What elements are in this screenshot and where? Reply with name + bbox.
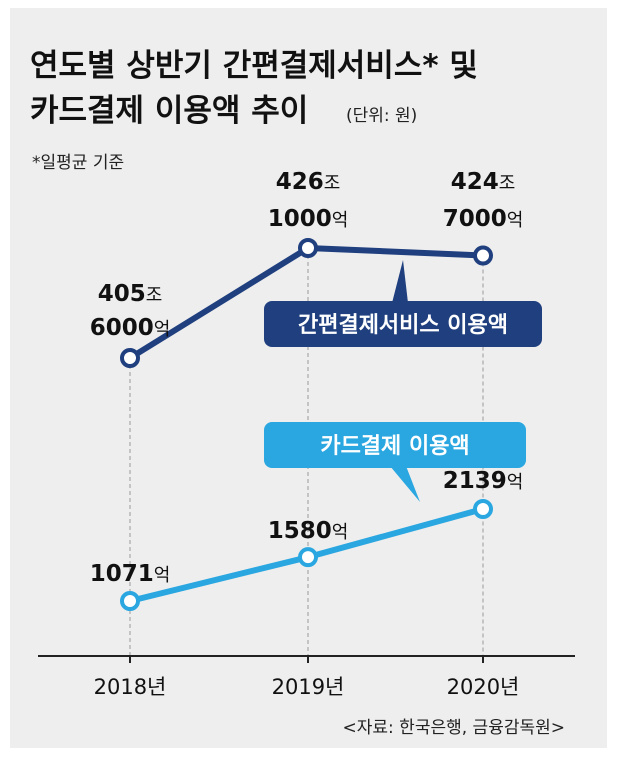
card-payment-series-name: 카드결제 이용액 <box>320 434 469 459</box>
simple-payment-value-label: 426조 <box>276 169 341 195</box>
card-payment-callout-box <box>264 422 526 468</box>
card-payment-value-label: 2139억 <box>443 468 524 494</box>
chart-unit: (단위: 원) <box>346 106 417 126</box>
simple-payment-point <box>298 238 318 258</box>
card-payment-value-label: 1580억 <box>268 518 349 544</box>
simple-payment-callout-box <box>264 301 542 347</box>
x-tick-label: 2019년 <box>272 675 345 699</box>
chart-title-line2: 카드결제 이용액 추이 <box>30 93 308 129</box>
card-payment-point <box>298 547 318 568</box>
simple-payment-value-label: 424조 <box>451 169 516 195</box>
x-axis: 2018년 2019년 2020년 <box>38 655 575 699</box>
x-tick-label: 2020년 <box>447 675 520 699</box>
simple-payment-point <box>473 245 493 266</box>
card-payment-point <box>473 499 493 519</box>
simple-payment-callout-tail <box>392 260 408 303</box>
simple-payment-point <box>120 348 140 368</box>
chart-source: <자료: 한국은행, 금융감독원> <box>343 718 565 738</box>
series-lines <box>120 238 493 611</box>
data-labels: 405조 6000억 426조 1000억 424조 7000억 1071억 1580억 213… <box>90 169 524 587</box>
simple-payment-value-label: 7000억 <box>443 206 524 232</box>
card-payment-point <box>120 591 140 611</box>
chart-footnote: *일평균 기준 <box>32 153 124 173</box>
simple-payment-series-name: 간편결제서비스 이용액 <box>298 313 508 338</box>
card-payment-value-label: 1071억 <box>90 561 171 587</box>
simple-payment-value-label: 6000억 <box>90 315 171 341</box>
card-payment-callout-tail <box>390 466 420 502</box>
chart-canvas: 연도별 상반기 간편결제서비스* 및 카드결제 이용액 추이 (단위: 원) *… <box>30 48 575 738</box>
chart-panel: 연도별 상반기 간편결제서비스* 및 카드결제 이용액 추이 (단위: 원) *… <box>10 8 607 748</box>
simple-payment-value-label: 405조 <box>98 281 163 307</box>
x-tick-label: 2018년 <box>94 675 167 699</box>
simple-payment-value-label: 1000억 <box>268 206 349 232</box>
chart-title-line1: 연도별 상반기 간편결제서비스* 및 <box>30 48 478 84</box>
